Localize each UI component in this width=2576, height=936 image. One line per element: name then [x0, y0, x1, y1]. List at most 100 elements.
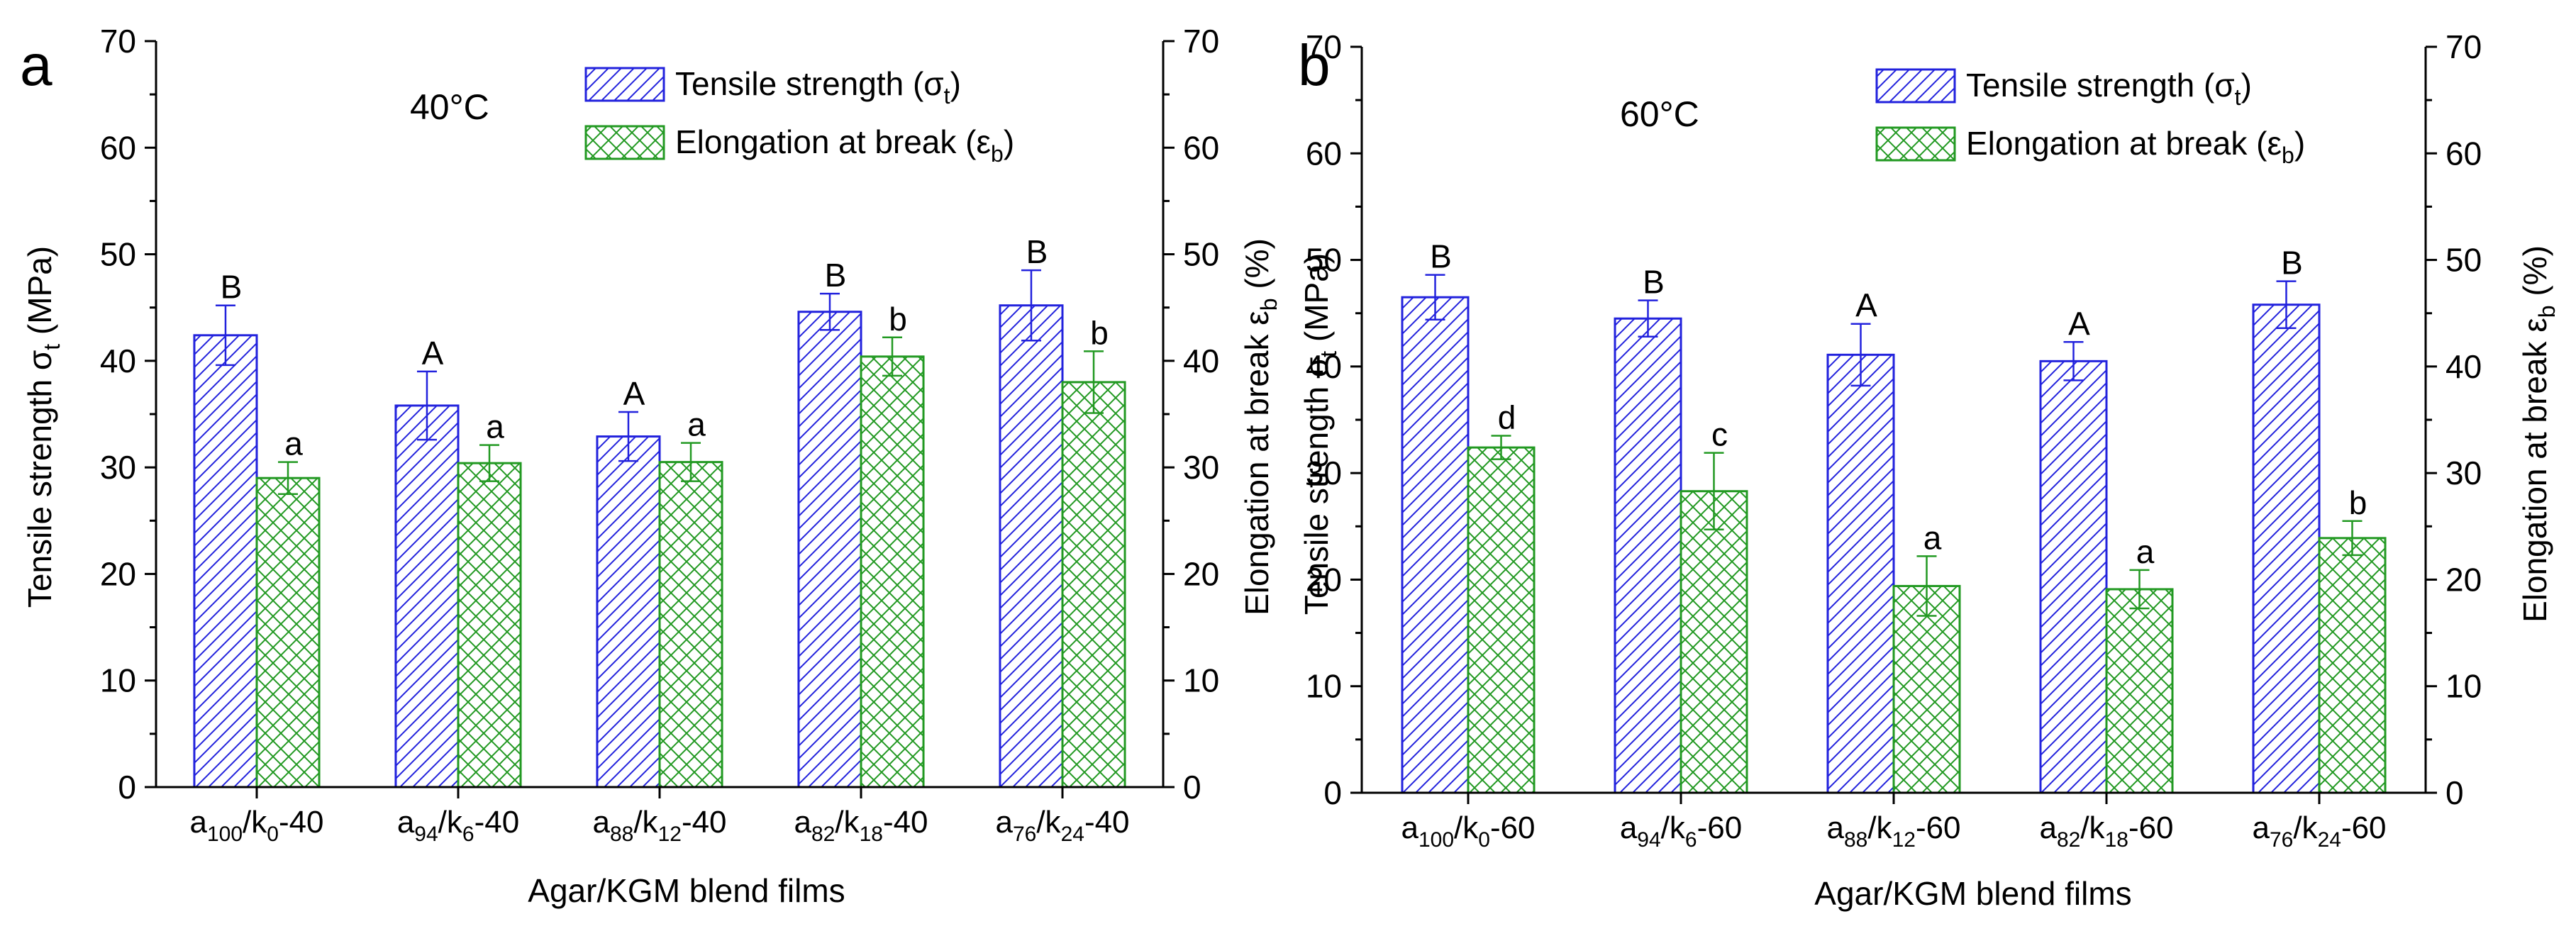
significance-letter-a-0-4: B	[1026, 233, 1048, 270]
bar-elongation-b-2	[1892, 584, 1961, 794]
x-tick-label-b-4: a76/k24-60	[2252, 810, 2386, 852]
bar-elongation-b-3	[2105, 588, 2174, 794]
y-tick-label-left-b-10: 10	[1306, 668, 1342, 705]
significance-letter-b-0-3: A	[2068, 305, 2090, 342]
y-tick-label-right-b-50: 50	[2445, 242, 2482, 279]
legend-swatch-elongation-a	[584, 125, 665, 160]
bar-tensile-a-4	[999, 304, 1064, 789]
bar-elongation-a-3	[860, 355, 925, 789]
significance-letter-b-1-4: b	[2349, 484, 2367, 521]
y-tick-label-right-b-60: 60	[2445, 135, 2482, 172]
bar-elongation-a-2	[658, 461, 723, 789]
significance-letter-a-1-0: a	[284, 425, 303, 462]
y-tick-label-left-a-0: 0	[118, 769, 136, 806]
y-tick-label-left-a-20: 20	[100, 555, 136, 592]
y-tick-label-right-a-70: 70	[1183, 23, 1219, 60]
x-tick-label-b-2: a88/k12-60	[1826, 810, 1960, 852]
y-axis-right-title-b: Elongation at break εb (%)	[2516, 245, 2560, 623]
y-tick-label-right-b-30: 30	[2445, 455, 2482, 491]
x-tick-label-a-4: a76/k24-40	[995, 805, 1129, 846]
significance-letter-a-0-0: B	[221, 269, 243, 306]
y-tick-label-left-b-60: 60	[1306, 135, 1342, 172]
legend-b: Tensile strength (σt) Elongation at brea…	[1875, 67, 2305, 168]
y-tick-label-left-a-60: 60	[100, 129, 136, 166]
legend-label-tensile-b: Tensile strength (σt)	[1966, 67, 2252, 110]
y-tick-label-right-b-70: 70	[2445, 28, 2482, 65]
legend-swatch-tensile-a	[584, 67, 665, 102]
y-tick-label-right-b-40: 40	[2445, 348, 2482, 385]
y-tick-label-right-b-0: 0	[2445, 774, 2464, 811]
panel-label-a: a	[20, 33, 52, 98]
legend-label-tensile-a: Tensile strength (σt)	[675, 65, 961, 108]
bar-tensile-a-0	[193, 334, 258, 789]
y-axis-right-title-a: Elongation at break εb (%)	[1238, 238, 1282, 615]
bar-elongation-b-4	[2318, 537, 2387, 794]
y-axis-left-title-a: Tensile strength σt (MPa)	[21, 246, 65, 608]
y-tick-label-right-a-10: 10	[1183, 662, 1219, 699]
y-tick-label-left-a-10: 10	[100, 662, 136, 699]
significance-letter-a-1-3: b	[889, 301, 907, 338]
y-tick-label-right-a-60: 60	[1183, 129, 1219, 166]
significance-letter-b-0-2: A	[1855, 287, 1877, 324]
y-tick-label-left-b-70: 70	[1306, 28, 1342, 65]
significance-letter-b-0-4: B	[2281, 245, 2303, 282]
significance-letter-a-1-1: a	[486, 408, 504, 445]
x-tick-label-b-3: a82/k18-60	[2039, 810, 2173, 852]
plot-area-a: B A A B Ba a a b b 0 0 10 10 20 20 30 30 40 40 50 50 60 60 70 70…	[100, 23, 1219, 846]
y-tick-label-left-b-30: 30	[1306, 455, 1342, 491]
legend-label-elongation-b: Elongation at break (εb)	[1966, 125, 2305, 168]
bar-elongation-a-4	[1061, 381, 1126, 789]
bar-elongation-a-0	[255, 477, 321, 789]
y-tick-label-right-a-40: 40	[1183, 342, 1219, 379]
significance-letter-b-0-0: B	[1430, 238, 1452, 275]
temperature-label-b: 60°C	[1620, 94, 1699, 134]
significance-letter-a-0-2: A	[623, 375, 645, 412]
bar-tensile-b-2	[1826, 353, 1895, 794]
y-tick-label-right-a-30: 30	[1183, 449, 1219, 486]
significance-letter-b-1-2: a	[1923, 519, 1942, 556]
x-tick-label-b-1: a94/k6-60	[1620, 810, 1742, 852]
significance-letter-b-1-1: c	[1711, 416, 1728, 453]
bar-tensile-a-1	[394, 404, 460, 789]
y-tick-label-right-a-0: 0	[1183, 769, 1201, 806]
legend-label-elongation-a: Elongation at break (εb)	[675, 123, 1014, 167]
significance-letter-a-0-1: A	[422, 335, 444, 372]
y-tick-label-right-a-50: 50	[1183, 236, 1219, 273]
y-tick-label-left-a-50: 50	[100, 236, 136, 273]
x-tick-label-a-1: a94/k6-40	[397, 805, 519, 846]
panel-b: b 60°C B B A A Bd c a a b 0 0 10 10 20 20 30 30 40 40 50 50 6…	[1298, 28, 2560, 912]
y-tick-label-right-a-20: 20	[1183, 555, 1219, 592]
x-tick-label-b-0: a100/k0-60	[1401, 810, 1535, 852]
bar-elongation-b-0	[1467, 446, 1536, 794]
panel-label-b: b	[1298, 33, 1331, 98]
y-tick-label-left-a-30: 30	[100, 449, 136, 486]
significance-letter-b-1-0: d	[1498, 399, 1516, 436]
significance-letter-b-1-3: a	[2136, 533, 2155, 570]
y-tick-label-right-b-10: 10	[2445, 668, 2482, 705]
temperature-label-a: 40°C	[410, 87, 489, 127]
bar-tensile-b-0	[1401, 296, 1470, 794]
y-tick-label-left-b-40: 40	[1306, 348, 1342, 385]
bar-tensile-b-3	[2039, 360, 2108, 794]
bar-tensile-a-2	[596, 435, 661, 789]
bar-tensile-a-3	[797, 311, 862, 789]
y-tick-label-left-b-0: 0	[1323, 774, 1342, 811]
x-tick-label-a-3: a82/k18-40	[794, 805, 928, 846]
bar-tensile-b-4	[2252, 303, 2321, 794]
significance-letter-a-1-2: a	[687, 406, 706, 443]
x-tick-label-a-2: a88/k12-40	[592, 805, 726, 846]
y-tick-label-left-a-40: 40	[100, 342, 136, 379]
legend-swatch-tensile-b	[1875, 68, 1956, 104]
y-tick-label-left-a-70: 70	[100, 23, 136, 60]
significance-letter-a-0-3: B	[825, 257, 847, 294]
legend-swatch-elongation-b	[1875, 126, 1956, 162]
y-tick-label-left-b-20: 20	[1306, 561, 1342, 598]
plot-area-b: B B A A Bd c a a b 0 0 10 10 20 20 30 30 40 40 50 50 60 60 70 70…	[1306, 28, 2482, 852]
bar-tensile-b-1	[1614, 317, 1682, 794]
y-axis-left-title-b: Tensile strength σt (MPa)	[1298, 253, 1341, 615]
x-axis-title-b: Agar/KGM blend films	[1814, 875, 2131, 912]
y-tick-label-left-b-50: 50	[1306, 242, 1342, 279]
x-tick-label-a-0: a100/k0-40	[189, 805, 323, 846]
x-axis-title-a: Agar/KGM blend films	[528, 872, 845, 909]
